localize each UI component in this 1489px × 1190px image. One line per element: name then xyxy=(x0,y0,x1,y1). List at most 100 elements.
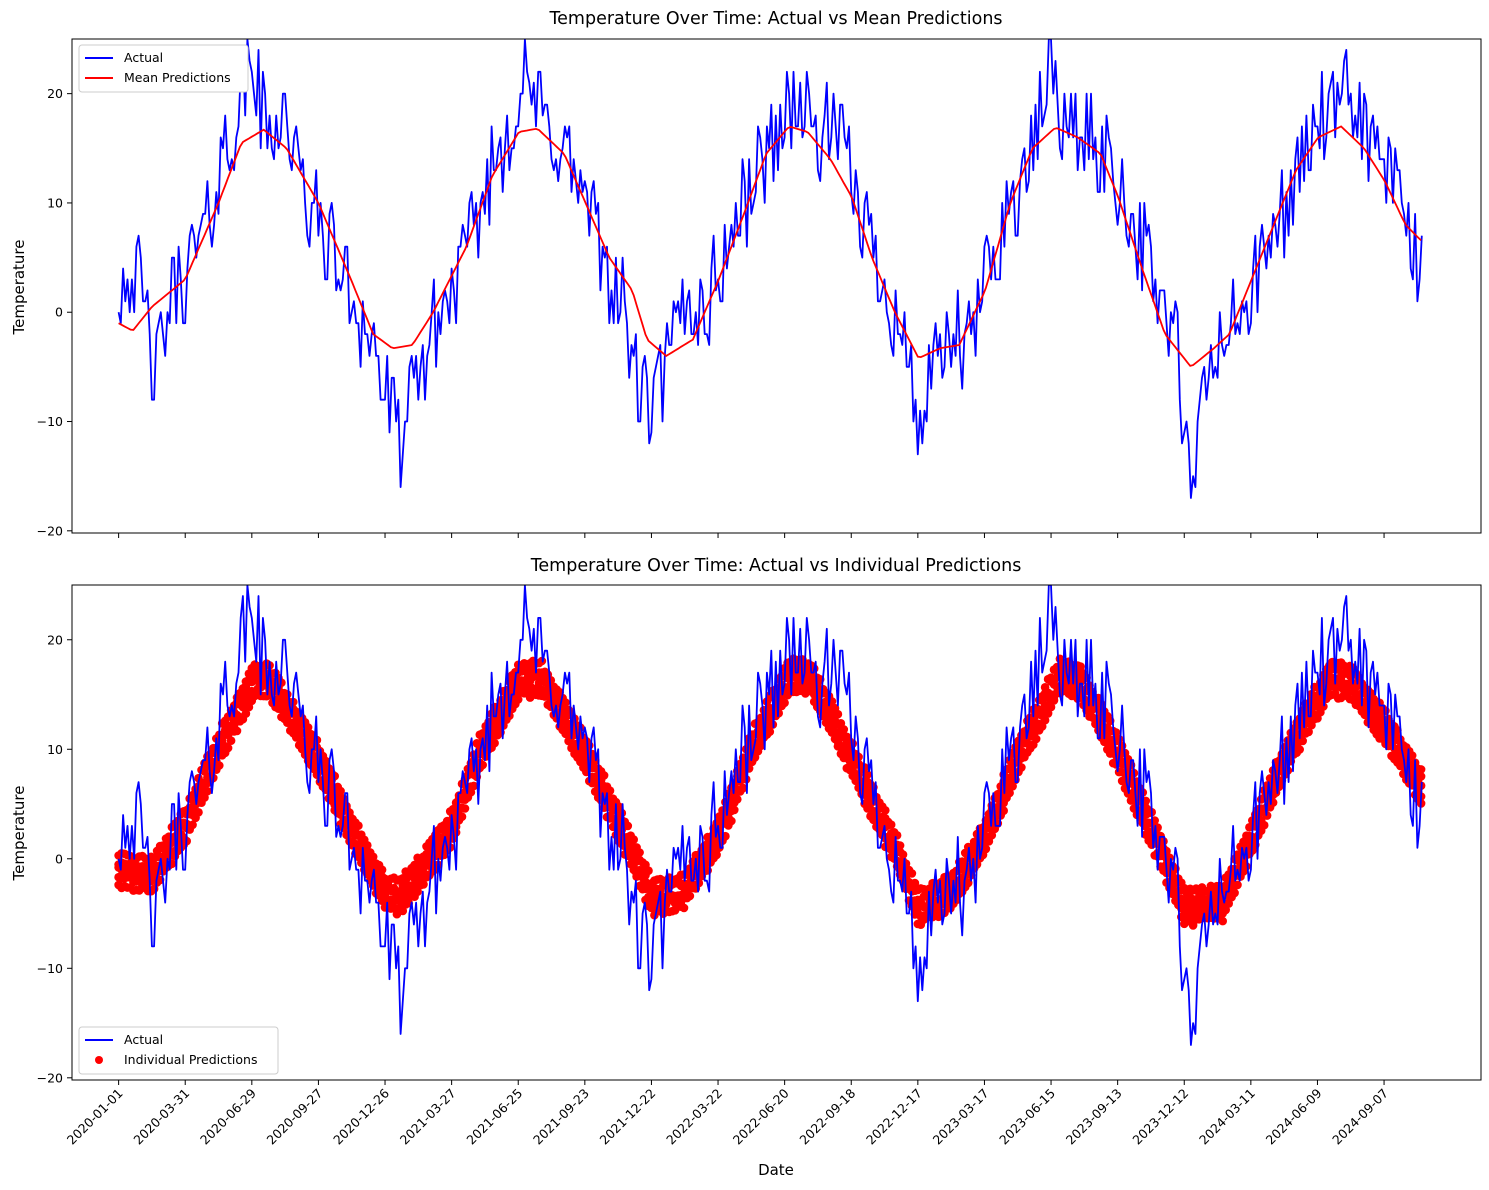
prediction-point xyxy=(780,698,789,708)
prediction-point xyxy=(377,865,387,875)
prediction-point xyxy=(1233,880,1242,890)
y-tick-label: −10 xyxy=(37,414,63,429)
prediction-point xyxy=(730,805,739,815)
actual-series-line xyxy=(117,39,1423,499)
chart-2-legend-individual-swatch xyxy=(95,1056,103,1064)
prediction-point xyxy=(368,852,378,862)
prediction-point xyxy=(303,723,313,732)
prediction-point xyxy=(1076,662,1085,671)
prediction-point xyxy=(490,738,499,748)
prediction-point xyxy=(895,841,905,850)
prediction-point xyxy=(644,866,653,875)
prediction-point xyxy=(226,736,236,745)
prediction-point xyxy=(1259,820,1269,830)
prediction-point xyxy=(679,903,689,913)
prediction-point xyxy=(203,786,212,796)
prediction-point xyxy=(999,806,1008,815)
prediction-point xyxy=(1031,734,1041,744)
prediction-point xyxy=(561,698,570,707)
chart-1-legend-box xyxy=(78,44,249,93)
prediction-point xyxy=(1040,715,1050,725)
chart-2-y-ticks: −20 −10 0 10 20 xyxy=(37,632,72,1085)
prediction-point xyxy=(1159,837,1168,846)
prediction-point xyxy=(1008,782,1017,791)
prediction-point xyxy=(585,741,594,750)
chart-1-y-ticks: −20 −10 0 10 20 xyxy=(37,86,72,538)
y-tick-label: 10 xyxy=(47,742,63,757)
prediction-point xyxy=(398,906,408,916)
prediction-point xyxy=(1218,916,1227,926)
prediction-point xyxy=(599,771,609,780)
chart-1-x-ticks xyxy=(118,533,1385,538)
chart-1-y-axis-label: Temperature xyxy=(10,239,28,335)
prediction-point xyxy=(1005,788,1014,798)
prediction-point xyxy=(200,767,209,776)
prediction-point xyxy=(1262,811,1272,820)
prediction-point xyxy=(765,727,775,736)
prediction-point xyxy=(1407,751,1417,760)
prediction-point xyxy=(413,887,422,896)
prediction-point xyxy=(727,816,736,826)
y-tick-label: 10 xyxy=(47,195,63,210)
prediction-point xyxy=(833,709,843,719)
prediction-point xyxy=(733,795,742,804)
prediction-point xyxy=(194,808,203,817)
prediction-point xyxy=(457,812,467,821)
prediction-point xyxy=(1416,765,1426,774)
prediction-point xyxy=(892,831,902,840)
chart-2-legend: Actual Individual Predictions xyxy=(78,1026,279,1075)
chart-1-legend-mean-label: Mean Predictions xyxy=(124,70,231,85)
prediction-point xyxy=(1304,727,1313,737)
chart-1-plot-area xyxy=(117,39,1423,499)
prediction-point xyxy=(886,820,896,829)
prediction-point xyxy=(1224,899,1233,908)
prediction-point xyxy=(1295,745,1304,754)
prediction-point xyxy=(546,676,556,685)
prediction-point xyxy=(419,880,428,889)
chart-1-axes-frame xyxy=(71,38,1482,534)
prediction-point xyxy=(1242,862,1251,871)
prediction-point xyxy=(1416,772,1426,781)
chart-2-plot-area xyxy=(114,585,1426,1046)
mean-predictions-series-line xyxy=(118,125,1422,367)
chart-2-legend-box xyxy=(78,1026,279,1075)
y-tick-label: 0 xyxy=(55,305,63,320)
chart-2-x-axis-label: Date xyxy=(758,1161,794,1179)
prediction-point xyxy=(513,695,523,704)
chart-2-axes-frame xyxy=(71,584,1482,1081)
prediction-point xyxy=(635,848,644,857)
prediction-point xyxy=(623,821,633,831)
prediction-point xyxy=(321,756,331,766)
prediction-point xyxy=(898,850,908,859)
chart-2-y-axis-label: Temperature xyxy=(10,785,28,881)
prediction-point xyxy=(223,743,233,753)
chart-1-legend-actual-label: Actual xyxy=(124,50,163,65)
chart-2-title: Temperature Over Time: Actual vs Individ… xyxy=(530,556,1022,576)
prediction-point xyxy=(881,806,890,815)
prediction-point xyxy=(241,709,251,718)
prediction-point xyxy=(215,761,224,770)
y-tick-label: 0 xyxy=(55,851,63,866)
prediction-point xyxy=(336,786,345,796)
y-tick-label: 20 xyxy=(47,86,63,101)
y-tick-label: 20 xyxy=(47,632,63,647)
prediction-point xyxy=(987,830,997,840)
actual-series-line xyxy=(117,585,1423,1046)
prediction-point xyxy=(188,820,197,830)
prediction-point xyxy=(1319,702,1328,711)
prediction-point xyxy=(363,841,372,850)
prediction-point xyxy=(469,781,479,791)
chart-2-legend-individual-label: Individual Predictions xyxy=(124,1052,257,1067)
prediction-point xyxy=(756,741,766,751)
prediction-point xyxy=(839,725,849,734)
prediction-point xyxy=(981,844,991,854)
prediction-point xyxy=(1230,888,1239,898)
y-tick-label: −20 xyxy=(37,1070,63,1085)
prediction-point xyxy=(910,878,920,888)
prediction-point xyxy=(354,821,363,830)
prediction-point xyxy=(232,726,242,736)
y-tick-label: −10 xyxy=(37,961,63,976)
prediction-point xyxy=(339,794,348,804)
